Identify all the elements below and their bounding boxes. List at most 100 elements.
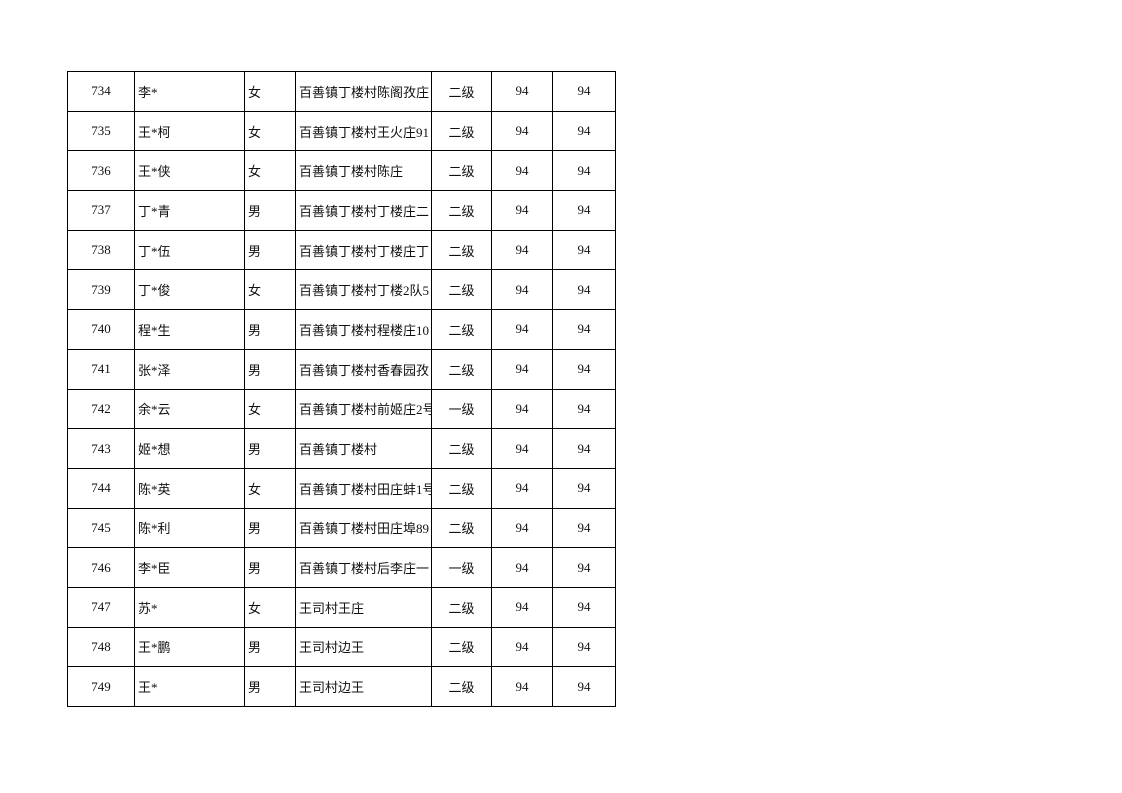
score-cell: 94 [552,229,616,271]
serial-number-cell: 743 [67,428,135,469]
serial-number-cell: 744 [67,467,135,509]
score-cell: 94 [552,428,616,469]
serial-number-cell: 745 [67,507,135,549]
score-cell: 94 [491,467,553,509]
address-cell: 百善镇丁楼村 [295,428,432,469]
name-cell: 余*云 [134,388,245,430]
table-row: 744 陈*英女百善镇丁楼村田庄蚌1号 二级 94 94 [67,467,616,509]
level-cell: 二级 [431,467,492,509]
name-cell: 张*泽 [134,348,245,390]
gender-cell: 女 [244,110,296,152]
address-cell: 百善镇丁楼村田庄蚌1号 [295,467,432,509]
address-cell: 百善镇丁楼村田庄埠89 [295,507,432,549]
gender-cell: 男 [244,190,296,231]
name-cell: 李*臣 [134,547,245,588]
gender-cell: 男 [244,507,296,549]
level-cell: 二级 [431,150,492,192]
serial-number-cell: 740 [67,309,135,350]
address-cell: 百善镇丁楼村丁楼2队5 [295,269,432,311]
address-cell: 百善镇丁楼村程楼庄10 [295,309,432,350]
address-cell: 百善镇丁楼村陈阁孜庄 [295,71,432,112]
serial-number-cell: 746 [67,547,135,588]
score-cell: 94 [552,110,616,152]
name-cell: 苏* [134,586,245,628]
name-cell: 陈*利 [134,507,245,549]
serial-number-cell: 741 [67,348,135,390]
table-row: 735 王*柯女百善镇丁楼村王火庄91 二级 94 94 [67,110,616,152]
gender-cell: 女 [244,388,296,430]
score-cell: 94 [552,71,616,112]
serial-number-cell: 736 [67,150,135,192]
table-row: 749 王* 男王司村边王 二级 94 94 [67,666,616,707]
score-cell: 94 [552,348,616,390]
level-cell: 二级 [431,348,492,390]
score-cell: 94 [552,586,616,628]
score-cell: 94 [552,190,616,231]
address-cell: 王司村边王 [295,666,432,707]
serial-number-cell: 734 [67,71,135,112]
level-cell: 二级 [431,666,492,707]
gender-cell: 女 [244,269,296,311]
level-cell: 一级 [431,547,492,588]
level-cell: 二级 [431,110,492,152]
name-cell: 丁*青 [134,190,245,231]
score-cell: 94 [491,269,553,311]
table-row: 746 李*臣男百善镇丁楼村后李庄一 一级 94 94 [67,547,616,588]
serial-number-cell: 747 [67,586,135,628]
table-row: 743 姬*想男百善镇丁楼村 二级 94 94 [67,428,616,469]
score-cell: 94 [491,586,553,628]
address-cell: 百善镇丁楼村王火庄91 [295,110,432,152]
score-cell: 94 [491,150,553,192]
score-cell: 94 [552,626,616,668]
table-row: 741 张*泽男百善镇丁楼村香春园孜 二级 94 94 [67,348,616,390]
gender-cell: 男 [244,229,296,271]
score-cell: 94 [491,229,553,271]
score-cell: 94 [491,348,553,390]
level-cell: 二级 [431,71,492,112]
level-cell: 二级 [431,507,492,549]
score-cell: 94 [491,190,553,231]
address-cell: 百善镇丁楼村香春园孜 [295,348,432,390]
name-cell: 陈*英 [134,467,245,509]
score-cell: 94 [491,309,553,350]
table-row: 747 苏* 女王司村王庄 二级 94 94 [67,586,616,628]
name-cell: 程*生 [134,309,245,350]
name-cell: 姬*想 [134,428,245,469]
score-cell: 94 [491,666,553,707]
address-cell: 百善镇丁楼村丁楼庄二 [295,190,432,231]
gender-cell: 女 [244,150,296,192]
name-cell: 丁*伍 [134,229,245,271]
address-cell: 百善镇丁楼村后李庄一 [295,547,432,588]
gender-cell: 男 [244,547,296,588]
gender-cell: 男 [244,626,296,668]
address-cell: 百善镇丁楼村丁楼庄丁 [295,229,432,271]
name-cell: 王*侠 [134,150,245,192]
table-row: 742 余*云女百善镇丁楼村前姬庄2号 一级 94 94 [67,388,616,430]
name-cell: 丁*俊 [134,269,245,311]
score-cell: 94 [491,626,553,668]
gender-cell: 男 [244,666,296,707]
table-row: 740 程*生男百善镇丁楼村程楼庄10 二级 94 94 [67,309,616,350]
level-cell: 二级 [431,428,492,469]
score-cell: 94 [491,71,553,112]
score-cell: 94 [491,547,553,588]
score-cell: 94 [552,269,616,311]
address-cell: 百善镇丁楼村陈庄 [295,150,432,192]
serial-number-cell: 739 [67,269,135,311]
level-cell: 二级 [431,190,492,231]
level-cell: 二级 [431,269,492,311]
serial-number-cell: 742 [67,388,135,430]
table-row: 748 王*鹏男王司村边王 二级 94 94 [67,626,616,668]
address-cell: 王司村王庄 [295,586,432,628]
address-cell: 王司村边王 [295,626,432,668]
score-cell: 94 [491,428,553,469]
serial-number-cell: 749 [67,666,135,707]
score-cell: 94 [552,388,616,430]
gender-cell: 女 [244,467,296,509]
table-row: 734 李* 女百善镇丁楼村陈阁孜庄 二级 94 94 [67,71,616,112]
score-cell: 94 [491,388,553,430]
level-cell: 二级 [431,229,492,271]
table-row: 736 王*侠女百善镇丁楼村陈庄 二级 94 94 [67,150,616,192]
gender-cell: 男 [244,309,296,350]
